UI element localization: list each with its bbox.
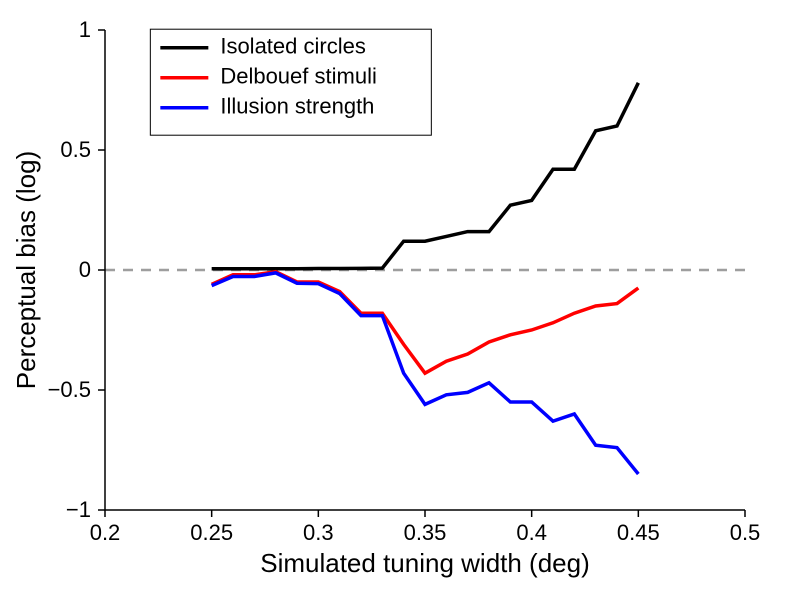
line-chart: 0.2 0.25 0.3 0.35 0.4 0.45 0.5 −1 −0.5 0 0.5 1 Simul…	[0, 0, 788, 596]
x-axis-label: Simulated tuning width (deg)	[260, 548, 590, 578]
legend-label: Delbouef stimuli	[220, 64, 377, 89]
legend-label: Illusion strength	[220, 94, 374, 119]
x-tick-label: 0.35	[404, 520, 447, 545]
x-tick-label: 0.5	[730, 520, 761, 545]
y-axis-label: Perceptual bias (log)	[11, 151, 41, 389]
y-tick-label: 1	[79, 17, 91, 42]
y-tick-label: −1	[66, 497, 91, 522]
y-tick-label: 0	[79, 257, 91, 282]
x-tick-label: 0.45	[617, 520, 660, 545]
legend-label: Isolated circles	[220, 34, 366, 59]
chart-svg: 0.2 0.25 0.3 0.35 0.4 0.45 0.5 −1 −0.5 0 0.5 1 Simul…	[0, 0, 788, 596]
y-tick-label: 0.5	[60, 137, 91, 162]
x-tick-label: 0.3	[303, 520, 334, 545]
x-tick-label: 0.25	[190, 520, 233, 545]
x-tick-label: 0.2	[90, 520, 121, 545]
series-delbouef-stimuli	[212, 272, 639, 374]
y-tick-label: −0.5	[48, 377, 91, 402]
x-tick-label: 0.4	[516, 520, 547, 545]
